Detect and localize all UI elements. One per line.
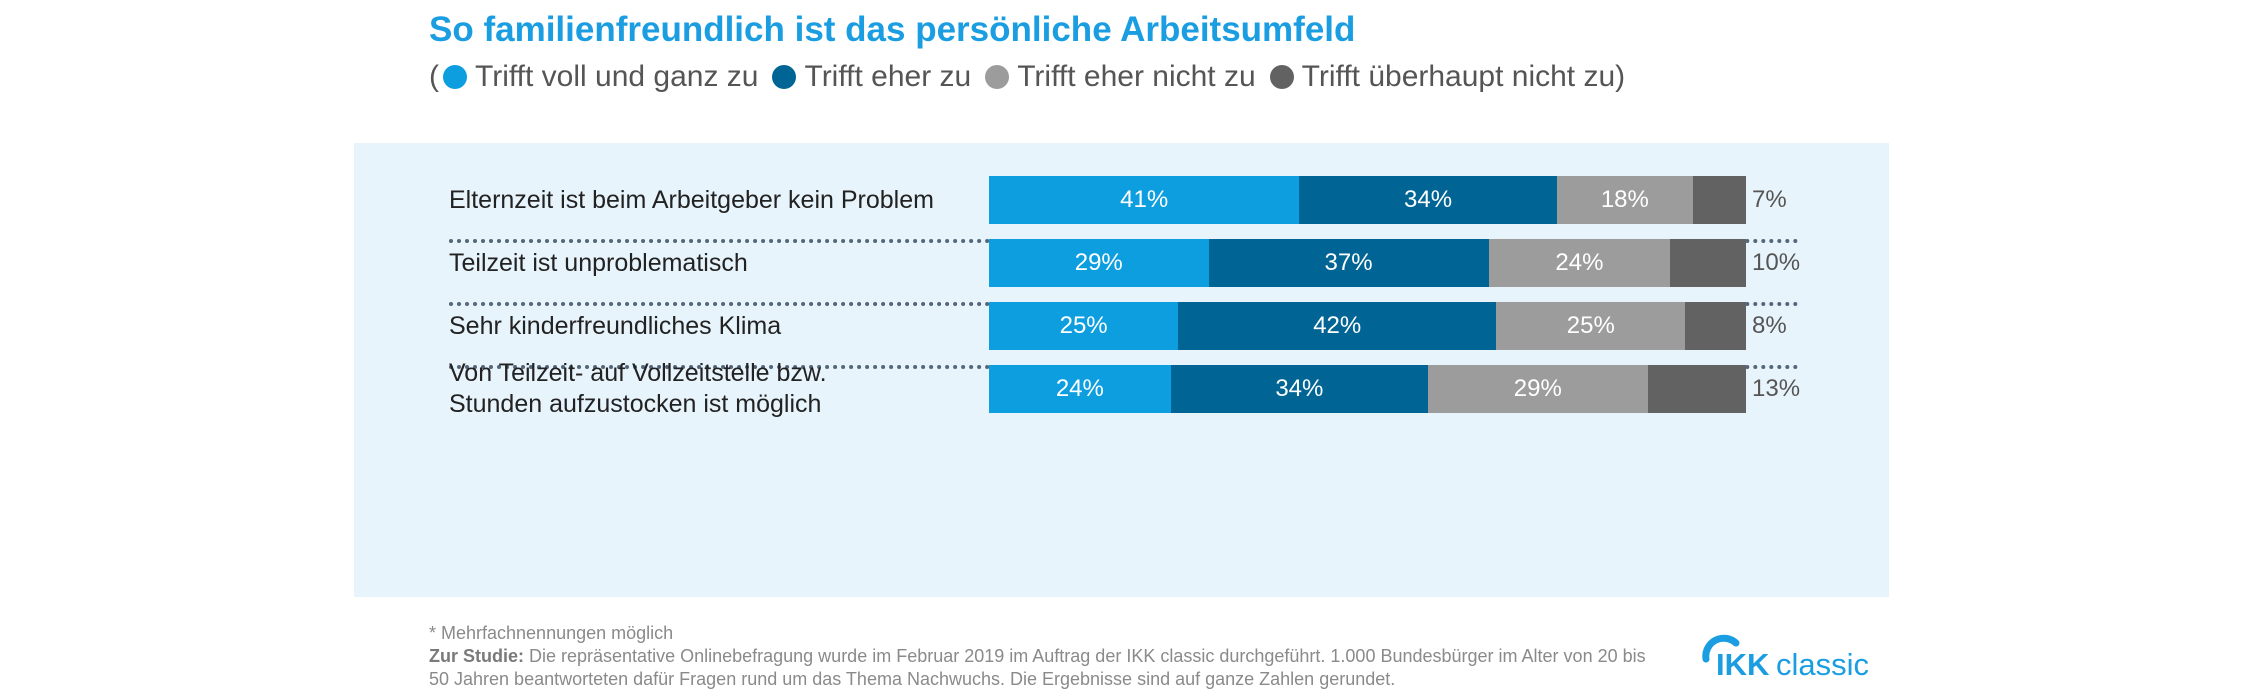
footnote-study-text: Die repräsentative Onlinebefragung wurde… [429,646,1646,689]
bar-segment-1: 25% [989,302,1179,350]
bar-segment-1: 41% [989,176,1300,224]
data-label: 29% [1074,249,1123,276]
category-label: Teilzeit ist unproblematisch [449,248,748,277]
svg-text:classic: classic [1776,647,1869,682]
footnote-study-label: Zur Studie: [429,646,524,666]
footnote-study: Zur Studie: Die repräsentative Onlinebef… [429,645,1649,691]
bar-segment-4 [1647,365,1746,413]
chart-row-3: Sehr kinderfreundliches Klima 25% 42% 25% 8% [354,286,1889,366]
data-label: 25% [1059,312,1108,339]
stacked-bar: 25% 42% 25% [989,302,1746,350]
svg-text:IKK: IKK [1716,647,1770,682]
bar-segment-2: 34% [1299,176,1557,224]
chart-panel: Elternzeit ist beim Arbeitgeber kein Pro… [354,143,1889,597]
chart-row-4: Von Teilzeit- auf Vollzeitstelle bzw. St… [354,349,1889,429]
category-label: Sehr kinderfreundliches Klima [449,311,782,340]
legend-item-4: Trifft überhaupt nicht zu [1266,60,1616,94]
bar-segment-2: 34% [1170,365,1429,413]
stacked-bar: 29% 37% 24% [989,239,1746,287]
legend-dot-icon [443,65,467,89]
bar-segment-2: 42% [1178,302,1497,350]
chart-row-1: Elternzeit ist beim Arbeitgeber kein Pro… [354,160,1889,240]
bar-segment-4 [1692,176,1746,224]
ikk-classic-logo: IKK classic [1702,634,1869,682]
category-label: Von Teilzeit- auf Vollzeitstelle bzw. St… [449,359,827,418]
bar-segment-3: 24% [1488,239,1671,287]
legend-item-3: Trifft eher nicht zu [981,60,1256,94]
data-label: 24% [1055,375,1104,402]
legend-open-paren: ( [429,60,439,93]
legend: ( Trifft voll und ganz zu Trifft eher zu T… [429,60,1625,94]
data-label: 34% [1275,375,1324,402]
legend-label: Trifft voll und ganz zu [475,60,759,93]
legend-dot-icon [1269,65,1294,89]
legend-label: Trifft eher zu [804,60,972,93]
data-label: 29% [1513,375,1562,402]
data-label-outside: 10% [1752,249,1801,276]
bar-segment-2: 37% [1208,239,1489,287]
bar-segment-1: 24% [989,365,1171,413]
data-label: 42% [1313,312,1362,339]
data-label: 41% [1120,186,1169,213]
stacked-bar: 24% 34% 29% [989,365,1746,413]
footnote: * Mehrfachnennungen möglich Zur Studie: … [429,622,1649,691]
data-label: 37% [1324,249,1373,276]
data-label: 25% [1566,312,1615,339]
bar-segment-3: 29% [1428,365,1648,413]
data-label: 24% [1555,249,1604,276]
data-label: 18% [1600,186,1649,213]
legend-dot-icon [985,65,1010,89]
bar-segment-3: 25% [1496,302,1686,350]
category-label: Elternzeit ist beim Arbeitgeber kein Pro… [449,185,934,214]
legend-label: Trifft eher nicht zu [1017,60,1256,93]
bar-segment-3: 18% [1556,176,1693,224]
chart-row-2: Teilzeit ist unproblematisch 29% 37% 24% 10% [354,223,1889,303]
data-label: 34% [1404,186,1453,213]
stacked-bar: 41% 34% 18% [989,176,1746,224]
data-label-outside: 8% [1752,312,1787,339]
footnote-multiple-answers: * Mehrfachnennungen möglich [429,623,674,643]
legend-item-2: Trifft eher zu [768,60,971,94]
legend-close-paren: ) [1615,60,1626,93]
legend-dot-icon [772,65,797,89]
bar-segment-1: 29% [989,239,1209,287]
legend-item-1: Trifft voll und ganz zu [439,60,758,94]
bar-segment-4 [1685,302,1746,350]
data-label-outside: 7% [1752,186,1787,213]
chart-title: So familienfreundlich ist das persönlich… [429,10,1356,49]
bar-segment-4 [1670,239,1746,287]
legend-label: Trifft überhaupt nicht zu [1301,60,1616,93]
data-label-outside: 13% [1752,375,1801,402]
